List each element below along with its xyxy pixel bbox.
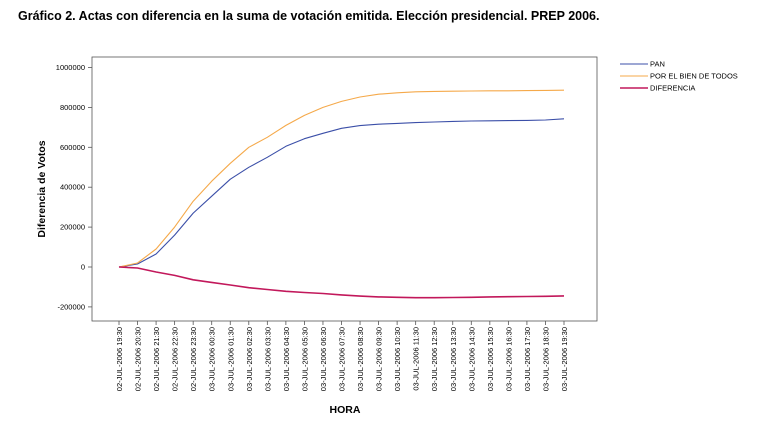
x-axis: 02-JUL-2006 19:30 02-JUL-2006 20:30 02-JUL…	[115, 321, 569, 391]
legend-label-por-el-bien-de-todos: POR EL BIEN DE TODOS	[650, 72, 738, 81]
x-tick-label: 03-JUL-2006 04:30	[282, 327, 291, 391]
x-tick-label: 02-JUL-2006 20:30	[134, 327, 143, 391]
x-tick-label: 03-JUL-2006 01:30	[226, 327, 235, 391]
x-tick-label: 03-JUL-2006 14:30	[467, 327, 476, 391]
x-tick-label: 02-JUL-2006 22:30	[171, 327, 180, 391]
x-tick-label: 03-JUL-2006 16:30	[504, 327, 513, 391]
y-tick-label: -200000	[57, 302, 85, 311]
x-tick-label: 02-JUL-2006 19:30	[115, 327, 124, 391]
plot-frame	[91, 56, 598, 322]
y-tick-label: 800000	[60, 103, 85, 112]
series-line-pan	[118, 118, 565, 268]
series-line-diferencia	[118, 266, 565, 299]
x-tick-label: 03-JUL-2006 03:30	[263, 327, 272, 391]
x-tick-label: 03-JUL-2006 00:30	[208, 327, 217, 391]
x-axis-title: HORA	[330, 404, 361, 416]
x-tick-label: 02-JUL-2006 23:30	[189, 327, 198, 391]
y-axis: -200000 0 200000 400000 600000 800000 1000000	[56, 63, 92, 311]
y-tick-label: 600000	[60, 143, 85, 152]
y-axis-title: Diferencia de Votos	[36, 140, 48, 237]
y-tick-label: 0	[81, 263, 85, 272]
x-tick-label: 03-JUL-2006 05:30	[300, 327, 309, 391]
y-tick-label: 200000	[60, 223, 85, 232]
x-tick-label: 03-JUL-2006 18:30	[541, 327, 550, 391]
series-lines	[118, 89, 565, 299]
x-tick-label: 03-JUL-2006 09:30	[375, 327, 384, 391]
y-tick-label: 1000000	[56, 63, 85, 72]
x-tick-label: 03-JUL-2006 17:30	[523, 327, 532, 391]
y-tick-label: 400000	[60, 183, 85, 192]
x-tick-label: 03-JUL-2006 10:30	[393, 327, 402, 391]
x-tick-label: 02-JUL-2006 21:30	[152, 327, 161, 391]
series-line-por-el-bien-de-todos	[118, 89, 565, 268]
x-tick-label: 03-JUL-2006 08:30	[356, 327, 365, 391]
legend-label-diferencia: DIFERENCIA	[650, 84, 695, 93]
legend: PAN POR EL BIEN DE TODOS DIFERENCIA	[620, 60, 738, 93]
figure-title: Gráfico 2. Actas con diferencia en la su…	[18, 9, 600, 23]
x-tick-label: 03-JUL-2006 06:30	[319, 327, 328, 391]
x-tick-label: 03-JUL-2006 13:30	[449, 327, 458, 391]
x-tick-label: 03-JUL-2006 19:30	[560, 327, 569, 391]
x-tick-label: 03-JUL-2006 12:30	[430, 327, 439, 391]
x-tick-label: 03-JUL-2006 15:30	[486, 327, 495, 391]
x-tick-label: 03-JUL-2006 11:30	[412, 327, 421, 391]
x-tick-label: 03-JUL-2006 07:30	[338, 327, 347, 391]
legend-label-pan: PAN	[650, 60, 665, 69]
x-tick-label: 03-JUL-2006 02:30	[245, 327, 254, 391]
